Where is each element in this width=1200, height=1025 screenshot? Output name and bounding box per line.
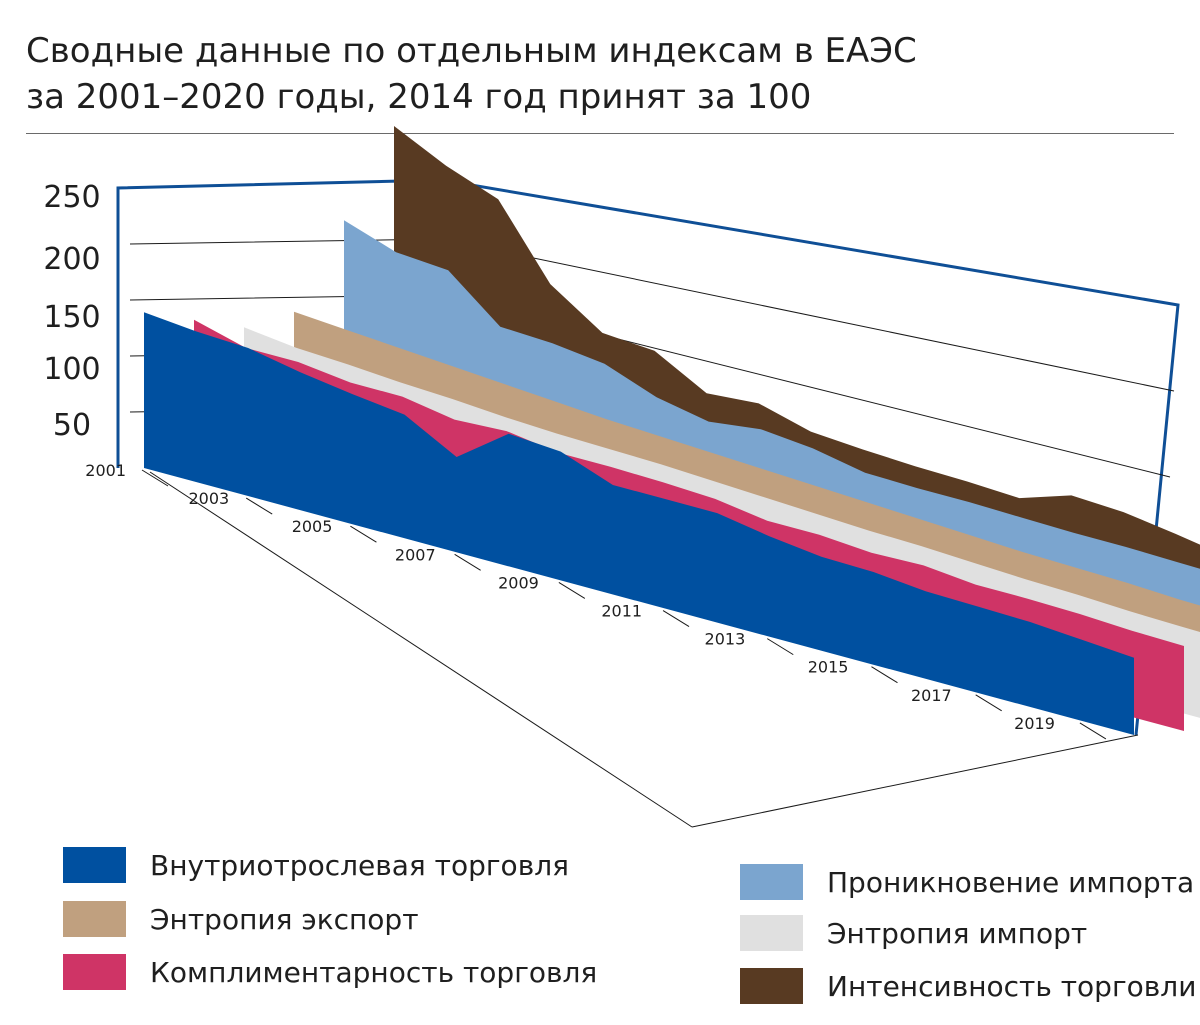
legend-label-trade-complementarity: Комплиментарность торговля <box>150 955 598 989</box>
legend-item-intra-industry-trade: Внутриотрослевая торговля <box>63 845 569 885</box>
series-area-0 <box>144 312 1134 735</box>
x-tick-label: 2009 <box>498 573 539 592</box>
x-tick-mark <box>1079 722 1107 740</box>
x-axis-line <box>149 471 693 828</box>
legend-label-export-entropy: Энтропия экспорт <box>150 902 419 936</box>
y-tick-label: 100 <box>43 352 100 387</box>
chart-title: Сводные данные по отдельным индексам в Е… <box>26 28 1176 120</box>
x-tick-label: 2015 <box>808 658 849 677</box>
x-tick-label: 2011 <box>601 602 642 621</box>
legend-item-trade-complementarity: Комплиментарность торговля <box>63 952 597 992</box>
x-tick-mark <box>454 553 481 571</box>
x-tick-label: 2001 <box>85 461 126 480</box>
legend-swatch-trade-complementarity <box>63 954 126 990</box>
x-tick-mark <box>141 469 169 487</box>
x-tick-mark <box>350 525 377 543</box>
x-tick-label: 2013 <box>705 630 746 649</box>
x-tick-mark <box>662 610 690 627</box>
legend-item-trade-intensity: Интенсивность торговли <box>740 966 1196 1006</box>
y-tick-label: 250 <box>43 180 100 215</box>
y-tick-label: 150 <box>43 300 100 335</box>
legend-item-import-penetration: Проникновение импорта <box>740 862 1194 902</box>
series-layer <box>144 126 1200 735</box>
x-tick-label: 2007 <box>395 545 436 564</box>
x-tick-mark <box>767 638 794 656</box>
x-tick-mark <box>871 666 898 684</box>
y-tick-label: 200 <box>43 242 100 277</box>
legend-label-import-penetration: Проникновение импорта <box>827 865 1195 899</box>
x-tick-mark <box>975 694 1002 712</box>
x-tick-mark <box>245 497 273 515</box>
title-divider <box>26 133 1174 134</box>
legend-label-intra-industry-trade: Внутриотрослевая торговля <box>150 848 569 882</box>
y-axis-ticks: 250 200 150 100 50 <box>43 180 100 443</box>
legend-swatch-import-penetration <box>740 864 803 900</box>
floor-edge <box>691 734 1139 828</box>
x-axis: 2001 2003 2005 2007 2009 2011 2013 2015 2017 2019 <box>85 461 1139 828</box>
legend-swatch-import-entropy <box>740 915 803 951</box>
legend-swatch-trade-intensity <box>740 968 803 1004</box>
legend-label-import-entropy: Энтропия импорт <box>827 916 1088 950</box>
x-tick-label: 2019 <box>1014 714 1055 733</box>
legend-swatch-export-entropy <box>63 901 126 937</box>
legend-swatch-intra-industry-trade <box>63 847 126 883</box>
legend-item-import-entropy: Энтропия импорт <box>740 913 1087 953</box>
x-tick-label: 2003 <box>188 489 229 508</box>
chart-title-line-2: за 2001–2020 годы, 2014 год принят за 10… <box>26 77 812 117</box>
legend-label-trade-intensity: Интенсивность торговли <box>827 969 1197 1003</box>
legend-item-export-entropy: Энтропия экспорт <box>63 899 419 939</box>
chart-title-line-1: Сводные данные по отдельным индексам в Е… <box>26 31 917 71</box>
x-tick-mark <box>558 581 586 599</box>
x-tick-label: 2017 <box>911 686 952 705</box>
x-tick-label: 2005 <box>292 517 333 536</box>
y-tick-label: 50 <box>53 408 91 443</box>
